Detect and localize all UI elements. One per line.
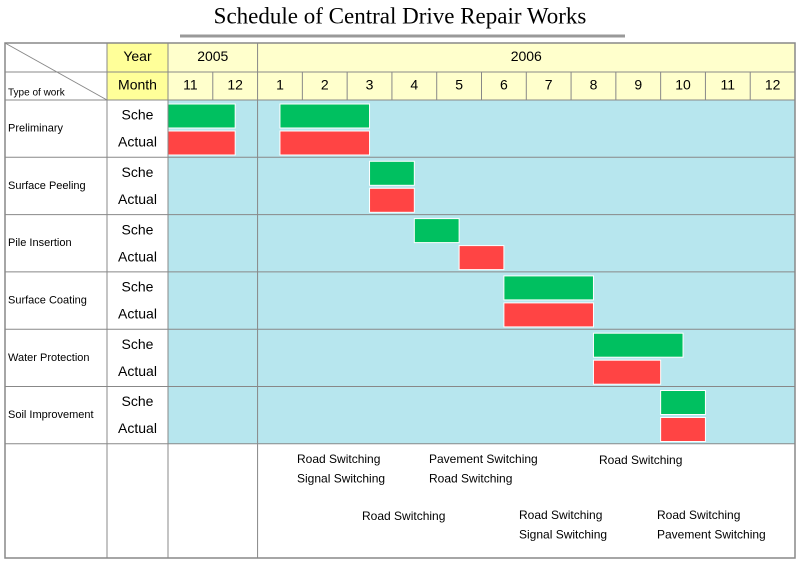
schedule-bar	[592, 332, 684, 358]
row-label: Actual	[118, 420, 157, 436]
month: 8	[590, 77, 598, 93]
note: Signal Switching	[519, 528, 607, 542]
month: 7	[545, 77, 553, 93]
row-label: Actual	[118, 306, 157, 322]
month: 12	[765, 77, 781, 93]
month: 9	[634, 77, 642, 93]
note: Road Switching	[429, 472, 512, 486]
row-label: Sche	[122, 107, 154, 123]
task-name: Water Protection	[8, 352, 90, 364]
task-name: Pile Insertion	[8, 237, 72, 249]
note: Road Switching	[657, 508, 740, 522]
row-label: Sche	[122, 393, 154, 409]
table-border	[4, 42, 796, 559]
year-label: Year	[123, 48, 152, 64]
actual-bar	[167, 130, 236, 156]
task-name: Soil Improvement	[8, 409, 94, 421]
task-name: Surface Coating	[8, 294, 87, 306]
month-label: Month	[118, 77, 157, 93]
row-label: Actual	[118, 363, 157, 379]
month: 10	[675, 77, 691, 93]
year: 2005	[197, 48, 228, 64]
note: Signal Switching	[297, 472, 385, 486]
note: Road Switching	[519, 508, 602, 522]
row-label: Sche	[122, 279, 154, 295]
schedule-bar	[413, 218, 460, 244]
note: Road Switching	[599, 453, 682, 467]
actual-bar	[503, 302, 594, 328]
month: 11	[183, 77, 198, 93]
schedule-bar	[279, 103, 371, 129]
month: 12	[227, 77, 243, 93]
schedule-bar	[660, 390, 706, 415]
row-label: Sche	[122, 164, 154, 180]
row-label: Actual	[118, 191, 157, 207]
task-name: Preliminary	[8, 123, 64, 135]
actual-bar	[458, 245, 505, 271]
month: 6	[500, 77, 508, 93]
actual-bar	[279, 130, 371, 156]
month: 1	[276, 77, 284, 93]
row-label: Sche	[122, 336, 154, 352]
note: Pavement Switching	[657, 528, 766, 542]
row-label: Actual	[118, 134, 157, 150]
month: 2	[321, 77, 329, 93]
note: Road Switching	[297, 452, 380, 466]
month: 4	[410, 77, 418, 93]
schedule-bar	[369, 160, 415, 186]
note: Road Switching	[362, 509, 445, 523]
month: 3	[366, 77, 374, 93]
month: 11	[721, 77, 736, 93]
row-label: Sche	[122, 221, 154, 237]
task-name: Surface Peeling	[8, 180, 86, 192]
note: Pavement Switching	[429, 452, 538, 466]
type-label: Type of work	[8, 88, 66, 99]
title: Schedule of Central Drive Repair Works	[214, 3, 587, 28]
month: 5	[455, 77, 463, 93]
actual-bar	[592, 359, 662, 385]
year: 2006	[511, 48, 542, 64]
actual-bar	[660, 417, 706, 442]
row-label: Actual	[118, 248, 157, 264]
schedule-bar	[503, 275, 594, 301]
actual-bar	[369, 187, 415, 213]
schedule-bar	[167, 103, 236, 129]
